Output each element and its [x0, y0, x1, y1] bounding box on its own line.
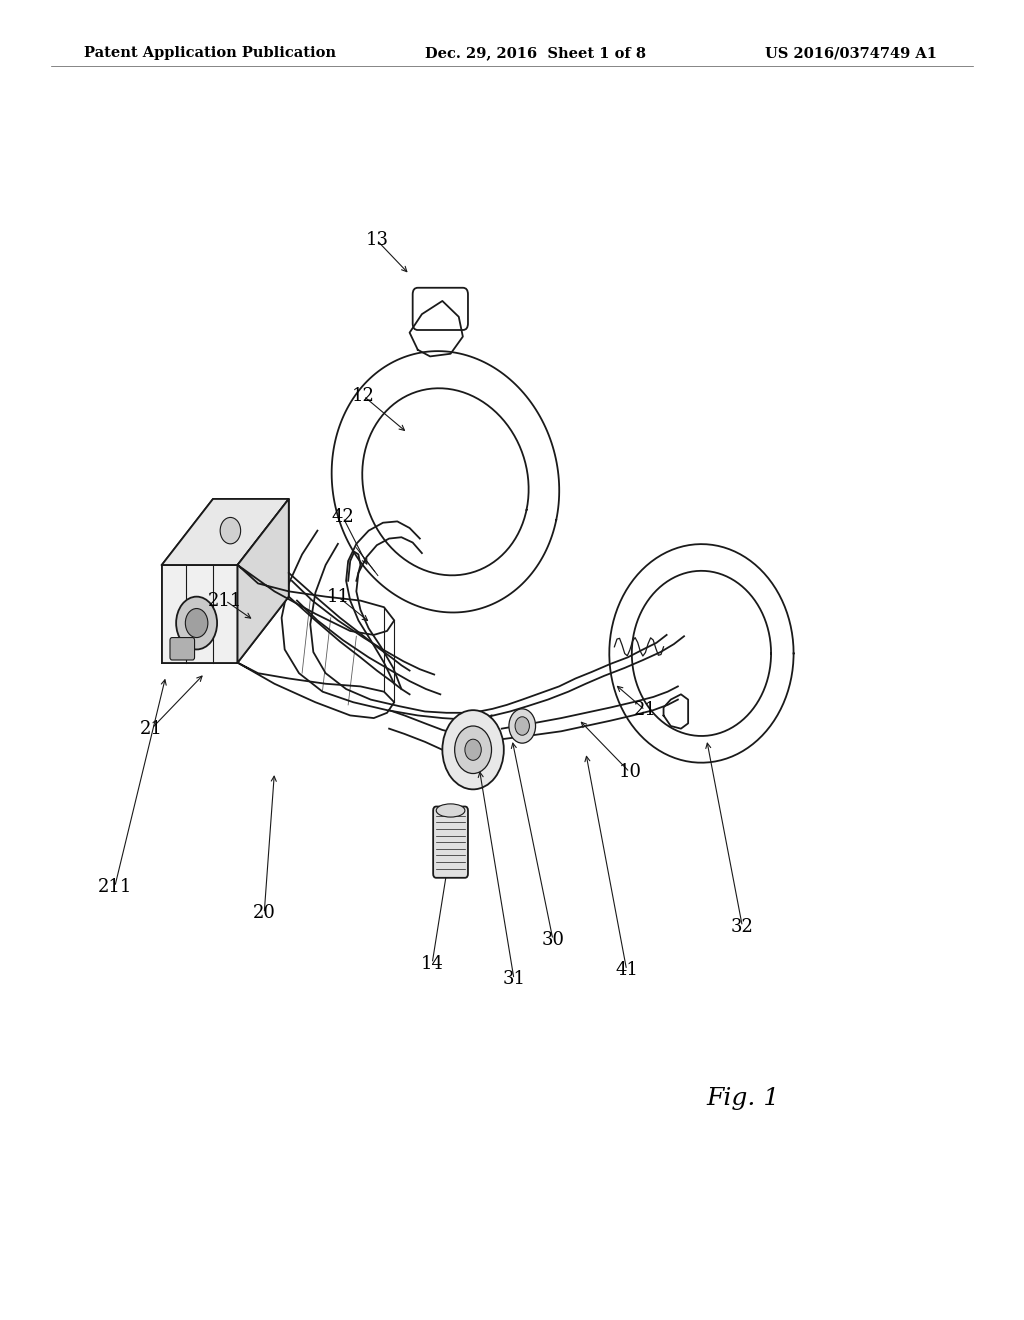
Circle shape	[509, 709, 536, 743]
Text: 13: 13	[366, 231, 388, 249]
Text: 20: 20	[253, 904, 275, 923]
Text: Patent Application Publication: Patent Application Publication	[84, 46, 336, 61]
Text: Dec. 29, 2016  Sheet 1 of 8: Dec. 29, 2016 Sheet 1 of 8	[425, 46, 646, 61]
FancyBboxPatch shape	[170, 638, 195, 660]
Text: 211: 211	[208, 591, 243, 610]
Text: 21: 21	[634, 701, 656, 719]
Circle shape	[455, 726, 492, 774]
Text: Fig. 1: Fig. 1	[707, 1086, 780, 1110]
Polygon shape	[238, 499, 289, 663]
Text: 14: 14	[421, 954, 443, 973]
FancyBboxPatch shape	[433, 807, 468, 878]
Circle shape	[515, 717, 529, 735]
Ellipse shape	[436, 804, 465, 817]
Text: 21: 21	[140, 719, 163, 738]
FancyBboxPatch shape	[413, 288, 468, 330]
Text: 30: 30	[542, 931, 564, 949]
Text: US 2016/0374749 A1: US 2016/0374749 A1	[765, 46, 937, 61]
Text: 11: 11	[327, 587, 349, 606]
Text: 211: 211	[97, 878, 132, 896]
Text: 42: 42	[332, 508, 354, 527]
Text: 31: 31	[503, 970, 525, 989]
Polygon shape	[162, 499, 289, 565]
Text: 41: 41	[615, 961, 638, 979]
Circle shape	[442, 710, 504, 789]
Text: 32: 32	[731, 917, 754, 936]
Circle shape	[465, 739, 481, 760]
Text: 10: 10	[618, 763, 641, 781]
Text: 12: 12	[352, 387, 375, 405]
Polygon shape	[162, 565, 238, 663]
Circle shape	[220, 517, 241, 544]
Circle shape	[176, 597, 217, 649]
Circle shape	[185, 609, 208, 638]
